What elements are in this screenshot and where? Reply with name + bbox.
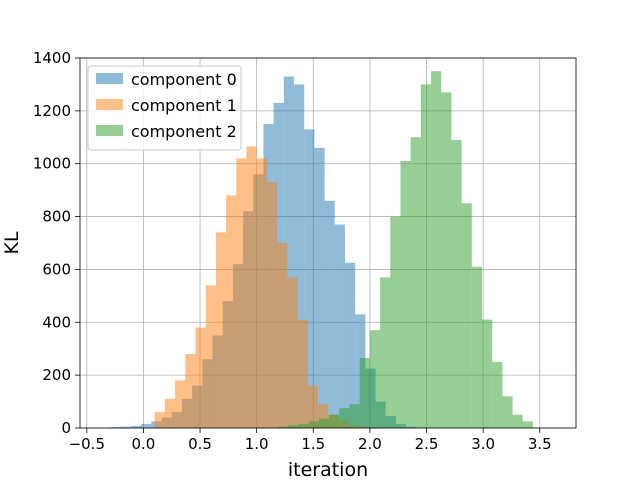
histogram-bar-series-2	[471, 266, 483, 428]
histogram-bar-series-2	[359, 357, 370, 428]
y-axis-ticks: 0 200 400 600 800 1000 1200 1400	[33, 49, 80, 437]
histogram-bar-series-2	[482, 319, 493, 428]
histogram-bar-series-1	[195, 327, 206, 428]
histogram-bar-series-0	[334, 224, 345, 428]
histogram-bar-series-2	[380, 277, 391, 428]
histogram-bar-series-2	[298, 424, 309, 428]
histogram-bar-series-0	[130, 425, 142, 428]
histogram-bar-series-2	[349, 404, 360, 428]
histogram-bar-series-0	[120, 426, 131, 428]
plot-frame	[79, 57, 577, 429]
histogram-bar-series-0	[304, 129, 315, 428]
histogram-bar-series-2	[369, 330, 381, 428]
histogram-bar-series-2	[441, 92, 452, 428]
histogram-bar-series-2	[400, 161, 411, 429]
histogram-bar-series-2	[308, 421, 319, 428]
histogram-bar-series-2	[278, 426, 289, 428]
y-tick-label: 200	[42, 366, 71, 384]
histogram-bar-series-1	[287, 277, 298, 428]
histogram-bar-series-1	[236, 158, 247, 428]
histogram-bar-series-0	[314, 147, 325, 428]
legend-label: component 0	[131, 70, 237, 89]
histogram-bar-series-0	[294, 84, 305, 428]
histogram-bar-series-1	[205, 285, 216, 428]
y-tick-label: 1200	[33, 102, 71, 120]
x-axis-ticks: −0.5 0.0 0.5 1.0 1.5 2.0 2.5 3.0 3.5	[69, 428, 552, 453]
histogram-bar-series-2	[431, 71, 442, 428]
y-tick-label: 0	[61, 419, 71, 437]
histogram-bar-series-1	[307, 385, 318, 428]
legend-swatch	[96, 99, 123, 110]
histogram-bar-series-1	[215, 232, 227, 428]
histogram-bar-series-2	[522, 421, 533, 428]
x-tick-label: 2.0	[358, 435, 382, 453]
histogram-bar-series-0	[324, 200, 335, 428]
histogram-bar-series-1	[277, 243, 288, 428]
histogram-bar-series-1	[175, 380, 186, 428]
histogram-bar-series-2	[502, 396, 513, 428]
x-tick-label: 0.5	[188, 435, 212, 453]
x-tick-label: 2.5	[415, 435, 439, 453]
histogram-bar-series-2	[451, 139, 462, 428]
histogram-bar-series-0	[141, 424, 152, 428]
histogram-bar-series-2	[420, 84, 432, 428]
y-axis-label: KL	[1, 231, 23, 254]
histogram-bar-series-2	[512, 414, 523, 428]
histogram-bar-series-1	[266, 182, 278, 428]
x-tick-label: 3.5	[528, 435, 552, 453]
histogram-bar-series-2	[461, 203, 472, 428]
histogram-bar-series-2	[329, 414, 340, 428]
histogram-bar-series-2	[318, 418, 330, 428]
legend-label: component 1	[131, 96, 237, 115]
histogram-bar-series-1	[226, 195, 237, 428]
histogram-bar-series-1	[297, 319, 308, 428]
histogram-bar-series-1	[185, 354, 196, 428]
y-tick-label: 1400	[33, 49, 71, 67]
y-tick-label: 800	[42, 208, 71, 226]
histogram-bar-series-1	[164, 398, 176, 428]
x-tick-label: −0.5	[69, 435, 105, 453]
x-tick-label: 1.0	[245, 435, 269, 453]
histogram-bar-series-2	[390, 216, 401, 428]
histogram-bar-series-1	[256, 158, 267, 428]
legend-swatch	[96, 125, 123, 136]
histogram-bar-series-1	[154, 412, 165, 428]
y-tick-label: 1000	[33, 155, 71, 173]
histogram-bar-series-0	[344, 262, 356, 428]
histogram-bar-series-2	[288, 425, 299, 428]
histogram-bar-series-2	[339, 408, 350, 428]
x-tick-label: 0.0	[131, 435, 155, 453]
histogram-bar-series-0	[283, 76, 295, 428]
x-axis-label: iteration	[288, 459, 368, 480]
histogram-bar-series-2	[492, 361, 503, 428]
legend: component 0 component 1 component 2	[87, 65, 242, 151]
legend-label: component 2	[131, 122, 237, 141]
legend-swatch	[96, 73, 123, 84]
y-tick-label: 600	[42, 260, 71, 278]
histogram-bar-series-2	[410, 137, 421, 429]
y-tick-label: 400	[42, 313, 71, 331]
histogram-bar-series-1	[246, 146, 257, 429]
x-tick-label: 3.0	[471, 435, 495, 453]
histogram-bars	[110, 71, 533, 429]
histogram-bar-series-1	[317, 404, 328, 428]
x-tick-label: 1.5	[301, 435, 325, 453]
legend-box	[87, 65, 242, 151]
